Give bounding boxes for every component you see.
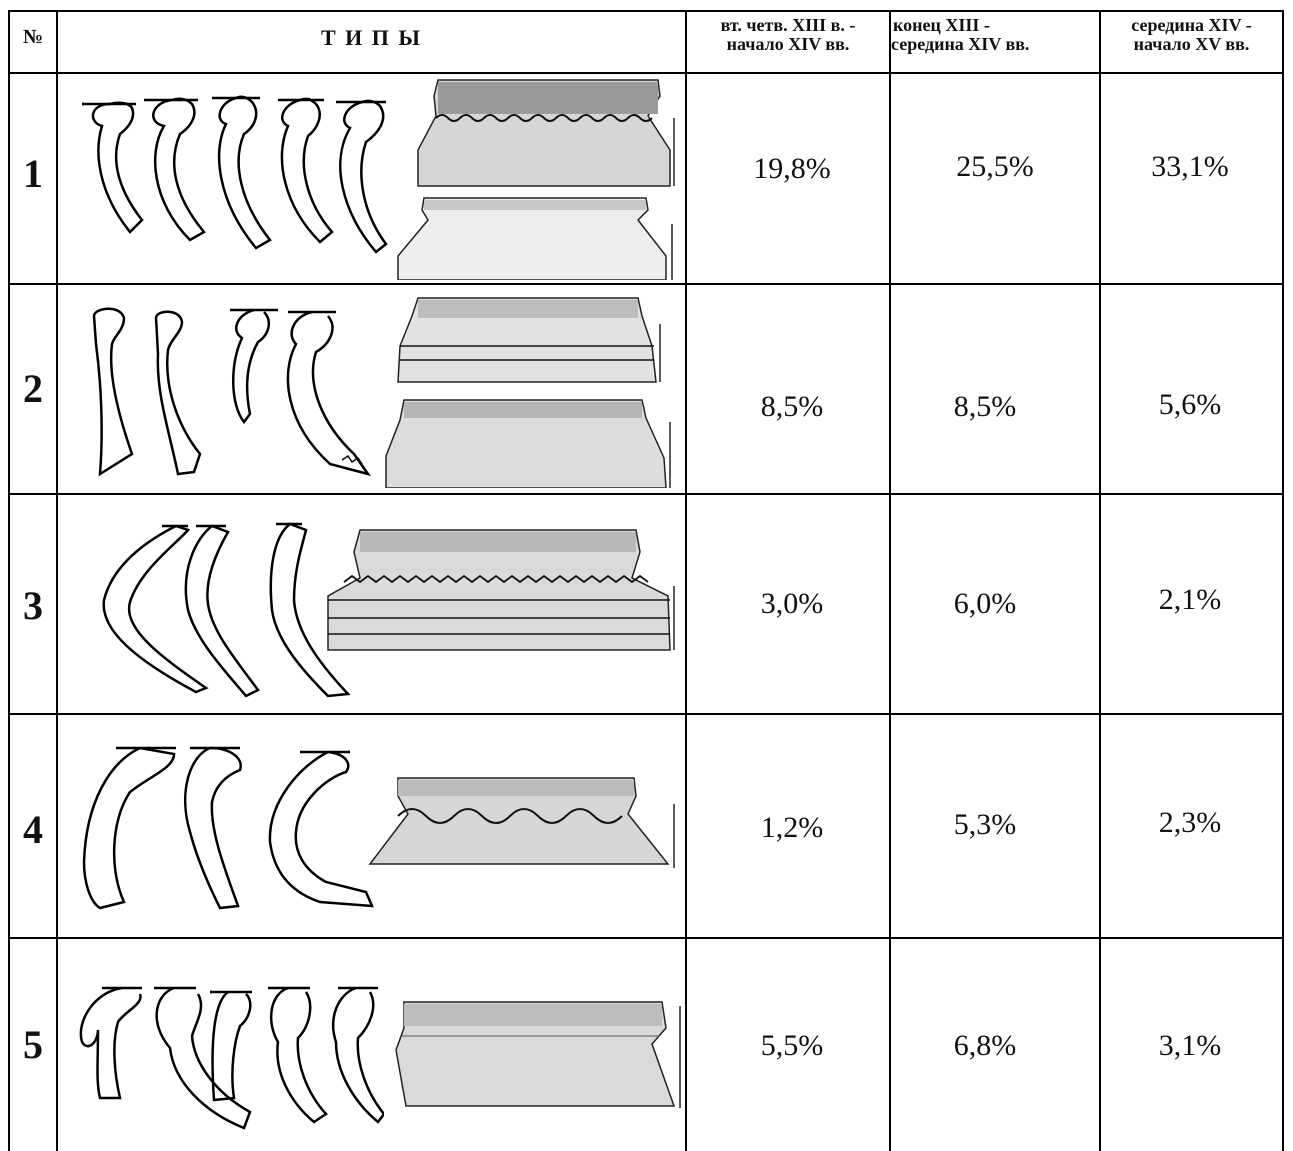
table-border-right [1282, 10, 1284, 1151]
percent-cell: 8,5% [760, 390, 824, 423]
percent-cell: 3,0% [760, 587, 824, 620]
percent-cell: 5,6% [1158, 388, 1222, 421]
table-border-left [8, 10, 10, 1151]
vessel-drawing-type-1a [408, 78, 676, 188]
row-number: 2 [23, 366, 43, 411]
header-period-3: середина XIV - начало XV вв. [1101, 16, 1282, 54]
percent-cell: 3,1% [1158, 1029, 1222, 1062]
vessel-drawing-type-3 [324, 526, 676, 652]
header-period-3-line2: начало XV вв. [1133, 34, 1250, 54]
header-num: № [22, 26, 44, 48]
header-divider [8, 72, 1284, 74]
percent-cell: 6,8% [953, 1029, 1017, 1062]
rim-profiles-type-5 [74, 982, 384, 1132]
header-period-3-line1: середина XIV - [1131, 15, 1252, 35]
percent-cell: 8,5% [953, 390, 1017, 423]
table-border-top [8, 10, 1284, 12]
row-number: 5 [23, 1022, 43, 1067]
percent-cell: 5,5% [760, 1029, 824, 1062]
row-divider [8, 713, 1284, 715]
vessel-drawing-type-4 [368, 774, 678, 874]
percent-cell: 1,2% [760, 811, 824, 844]
percent-cell: 33,1% [1151, 150, 1229, 183]
percent-cell: 25,5% [956, 150, 1034, 183]
header-types: Т И П Ы [320, 25, 422, 50]
row-number: 1 [23, 151, 43, 196]
vessel-drawing-type-2b [384, 396, 674, 488]
row-number: 3 [23, 583, 43, 628]
rim-profiles-type-4 [80, 742, 380, 912]
col-divider [1099, 10, 1101, 1151]
vessel-drawing-type-1b [394, 194, 676, 280]
rim-profiles-type-3 [96, 520, 356, 700]
col-divider [685, 10, 687, 1151]
row-divider [8, 937, 1284, 939]
row-divider [8, 493, 1284, 495]
header-period-1-line2: начало XIV вв. [726, 34, 850, 54]
header-period-2: конец XIII - середина XIV вв. [891, 16, 1099, 54]
col-divider [56, 10, 58, 1151]
header-period-2-line1: конец XIII - [893, 15, 990, 35]
vessel-drawing-type-2a [394, 294, 664, 384]
percent-cell: 2,1% [1158, 583, 1222, 616]
header-period-2-line2: середина XIV вв. [891, 34, 1030, 54]
header-period-1: вт. четв. XIII в. - начало XIV вв. [687, 16, 889, 54]
col-divider [889, 10, 891, 1151]
vessel-drawing-type-5 [390, 1000, 686, 1110]
percent-cell: 6,0% [953, 587, 1017, 620]
rim-profiles-type-1 [80, 92, 400, 262]
percent-cell: 5,3% [953, 808, 1017, 841]
percent-cell: 2,3% [1158, 806, 1222, 839]
row-number: 4 [23, 807, 43, 852]
header-period-1-line1: вт. четв. XIII в. - [720, 15, 856, 35]
rim-profiles-type-2 [90, 304, 380, 480]
row-divider [8, 283, 1284, 285]
percent-cell: 19,8% [753, 152, 831, 185]
